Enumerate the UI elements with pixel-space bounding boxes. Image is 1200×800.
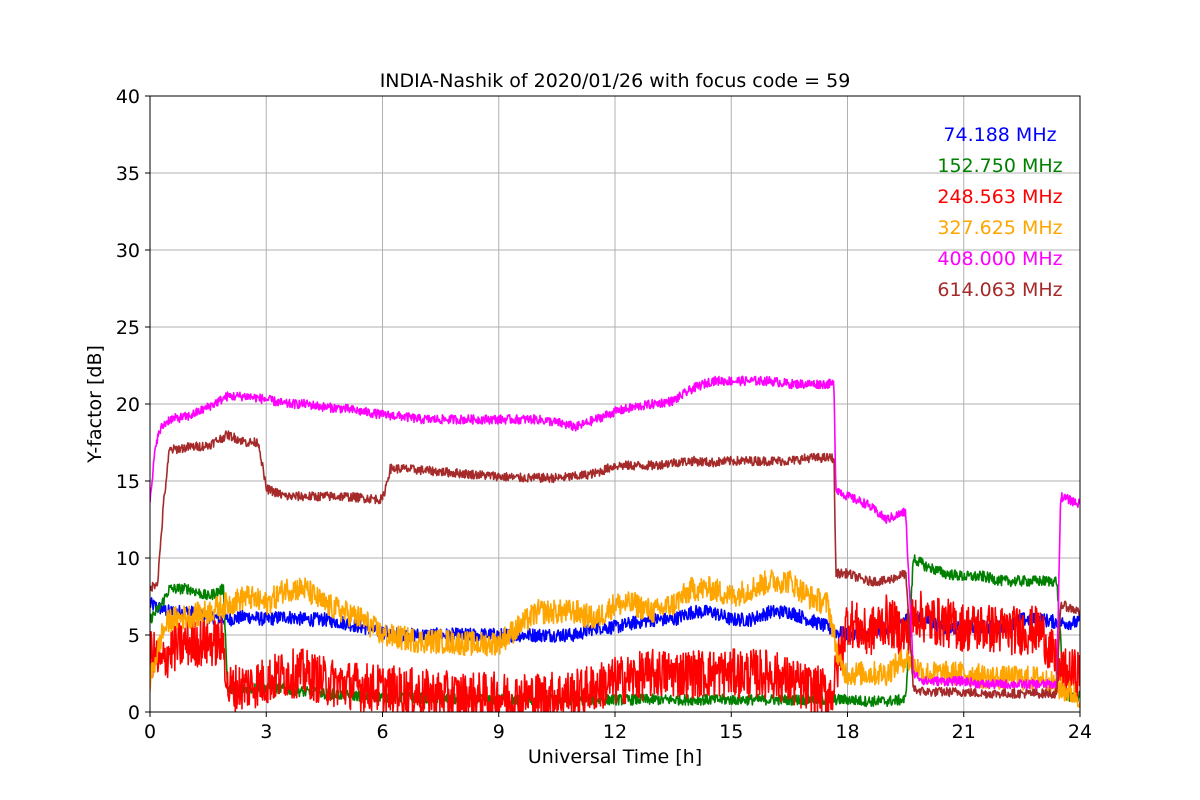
legend-entry: 248.563 MHz	[937, 186, 1062, 208]
x-tick-label: 21	[952, 721, 976, 743]
x-tick-label: 24	[1068, 721, 1092, 743]
y-tick-label: 40	[116, 86, 140, 108]
y-tick-label: 10	[116, 548, 140, 570]
y-tick-label: 30	[116, 240, 140, 262]
x-tick-label: 3	[260, 721, 272, 743]
legend-entry: 614.063 MHz	[937, 279, 1062, 301]
x-tick-label: 6	[376, 721, 388, 743]
y-tick-label: 5	[128, 625, 140, 647]
x-axis-title: Universal Time [h]	[528, 746, 702, 768]
series-lines	[150, 375, 1080, 712]
y-axis-title: Y-factor [dB]	[84, 345, 106, 464]
series-line	[150, 569, 1080, 708]
series-line	[150, 430, 1080, 699]
y-tick-label: 25	[116, 317, 140, 339]
y-tick-label: 35	[116, 163, 140, 185]
legend: 74.188 MHz 152.750 MHz 248.563 MHz 327.625 …	[937, 124, 1062, 301]
chart-title: INDIA-Nashik of 2020/01/26 with focus co…	[380, 70, 851, 92]
axis-ticks: 0 3 6 9 12 15 18 21 24 0 5 10 15 20 25 30 35 40	[116, 86, 1092, 743]
x-tick-label: 9	[493, 721, 505, 743]
legend-entry: 327.625 MHz	[937, 217, 1062, 239]
x-tick-label: 18	[835, 721, 859, 743]
y-tick-label: 15	[116, 471, 140, 493]
series-line	[150, 590, 1080, 712]
x-tick-label: 15	[719, 721, 743, 743]
legend-entry: 408.000 MHz	[937, 248, 1062, 270]
x-tick-label: 0	[144, 721, 156, 743]
x-tick-label: 12	[603, 721, 627, 743]
series-line	[150, 375, 1080, 690]
legend-entry: 74.188 MHz	[943, 124, 1056, 146]
legend-entry: 152.750 MHz	[937, 155, 1062, 177]
y-tick-label: 20	[116, 394, 140, 416]
y-tick-label: 0	[128, 702, 140, 724]
